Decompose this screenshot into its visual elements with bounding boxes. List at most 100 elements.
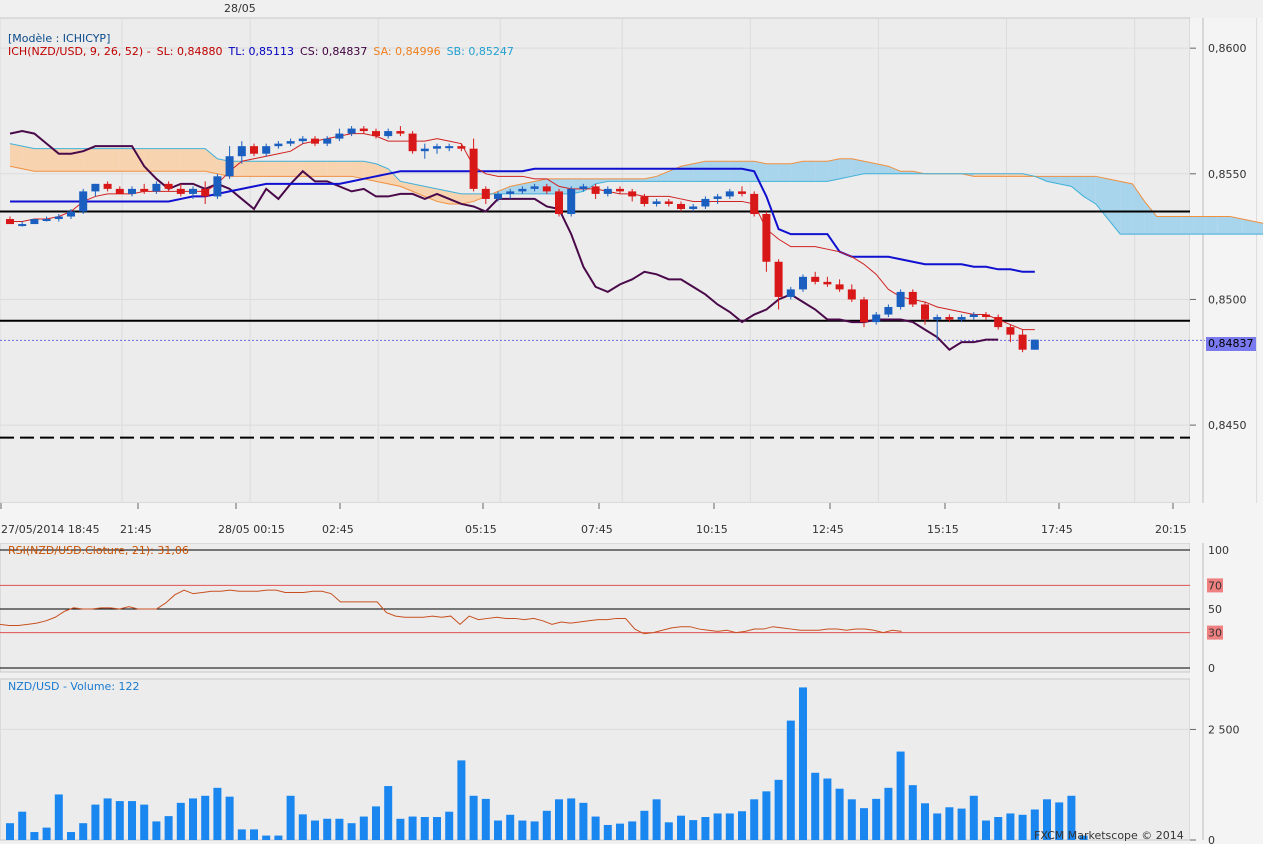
volume-bar — [128, 801, 136, 840]
candle-down — [628, 191, 637, 197]
volume-bar — [469, 795, 478, 840]
volume-bar — [213, 787, 222, 840]
kumo-cloud-segment — [839, 158, 852, 179]
rsi-legend: RSI(NZD/USD.Cloture, 21): 31,06 — [8, 544, 189, 557]
volume-bar — [286, 795, 295, 840]
main-panel-bg — [0, 17, 1191, 504]
kumo-cloud-segment — [107, 148, 120, 172]
candle-up — [957, 317, 966, 320]
kumo-cloud-segment — [351, 161, 364, 179]
kumo-cloud-segment — [851, 158, 864, 177]
volume-tick-label: 2 500 — [1208, 723, 1240, 736]
volume-bar — [79, 823, 88, 840]
candle-up — [67, 211, 75, 217]
senkou-span-a-line — [9, 158, 1263, 224]
candle-up — [506, 191, 515, 194]
volume-bar — [616, 823, 624, 840]
volume-bar — [1043, 799, 1051, 840]
candle-down — [994, 317, 1003, 328]
kumo-cloud-segment — [278, 161, 291, 177]
price-tick-label: 0,8550 — [1208, 168, 1247, 181]
volume-bar — [433, 817, 441, 840]
kumo-cloud-segment — [693, 161, 706, 182]
candle-down — [396, 131, 405, 134]
kumo-cloud-segment — [266, 161, 279, 177]
volume-bar — [18, 811, 27, 840]
volume-bar — [860, 808, 868, 840]
rsi-level-label: 30 — [1208, 627, 1222, 640]
rsi-level-label: 100 — [1208, 544, 1229, 557]
candle-up — [286, 141, 295, 144]
chikou-span-line — [9, 130, 999, 351]
volume-bar — [677, 815, 685, 840]
kumo-cloud-segment — [400, 181, 413, 192]
candle-up — [567, 188, 576, 215]
volume-bar — [603, 824, 612, 840]
kumo-cloud-segment — [58, 148, 71, 172]
kumo-cloud-segment — [168, 148, 181, 172]
volume-bar — [42, 827, 51, 840]
candle-down — [201, 188, 210, 197]
candle-up — [128, 188, 136, 194]
candle-up — [652, 201, 661, 204]
candle-up — [933, 317, 942, 320]
candle-down — [372, 131, 380, 137]
candle-up — [54, 216, 63, 220]
kumo-cloud-segment — [1156, 216, 1169, 235]
volume-bar — [774, 779, 783, 840]
kumo-cloud-segment — [973, 173, 986, 177]
kumo-cloud-segment — [1230, 216, 1243, 235]
volume-bar — [103, 798, 112, 840]
candle-down — [164, 183, 173, 189]
volume-bar — [908, 785, 917, 840]
volume-bar — [494, 820, 502, 840]
kumo-cloud-segment — [1217, 216, 1230, 235]
kumo-cloud-segment — [205, 148, 218, 174]
candle-down — [481, 188, 490, 199]
candle-down — [908, 291, 917, 305]
volume-bar — [542, 810, 551, 840]
volume-bar — [1030, 809, 1039, 840]
candle-down — [823, 281, 832, 285]
kumo-cloud-segment — [1181, 216, 1194, 235]
candle-up — [872, 314, 881, 323]
kumo-cloud-segment — [254, 161, 267, 177]
candle-down — [811, 276, 820, 282]
volume-bar — [555, 799, 563, 840]
candle-down — [591, 186, 600, 194]
candle-up — [884, 306, 893, 315]
candle-up — [530, 186, 539, 189]
candle-up — [91, 183, 100, 192]
volume-bar — [628, 821, 637, 840]
candle-down — [677, 203, 685, 209]
volume-bar — [420, 817, 429, 840]
candle-down — [555, 191, 563, 215]
volume-bar — [811, 772, 820, 840]
rsi-level-tag-bg — [1207, 578, 1223, 593]
volume-bar — [762, 791, 771, 840]
volume-tick-label: 0 — [1208, 834, 1215, 844]
candle-up — [713, 196, 722, 199]
kumo-cloud-segment — [132, 148, 145, 172]
candle-down — [6, 219, 14, 225]
kumo-cloud-segment — [10, 143, 23, 169]
volume-bar — [6, 823, 14, 840]
candle-down — [640, 196, 649, 204]
candle-up — [701, 198, 710, 207]
legend-item: CS: 0,84837 — [300, 45, 368, 58]
kumo-cloud-segment — [986, 173, 999, 177]
volume-bar — [725, 813, 734, 840]
volume-bar — [347, 823, 356, 840]
volume-bar — [408, 816, 417, 840]
kumo-cloud-segment — [339, 161, 352, 177]
legend-item: SB: 0,85247 — [446, 45, 514, 58]
time-tick-label: 20:15 — [1155, 523, 1187, 536]
kumo-cloud-segment — [180, 148, 193, 172]
legend-item: SA: 0,84996 — [373, 45, 441, 58]
kumo-cloud-segment — [1169, 216, 1182, 235]
volume-bar — [1006, 813, 1015, 840]
volume-bar — [335, 818, 344, 840]
legend-item: TL: 0,85113 — [228, 45, 295, 58]
rsi-level-tag-bg — [1207, 625, 1223, 640]
